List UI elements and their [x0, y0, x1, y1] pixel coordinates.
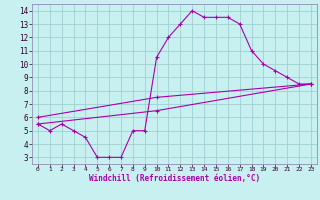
X-axis label: Windchill (Refroidissement éolien,°C): Windchill (Refroidissement éolien,°C)	[89, 174, 260, 183]
